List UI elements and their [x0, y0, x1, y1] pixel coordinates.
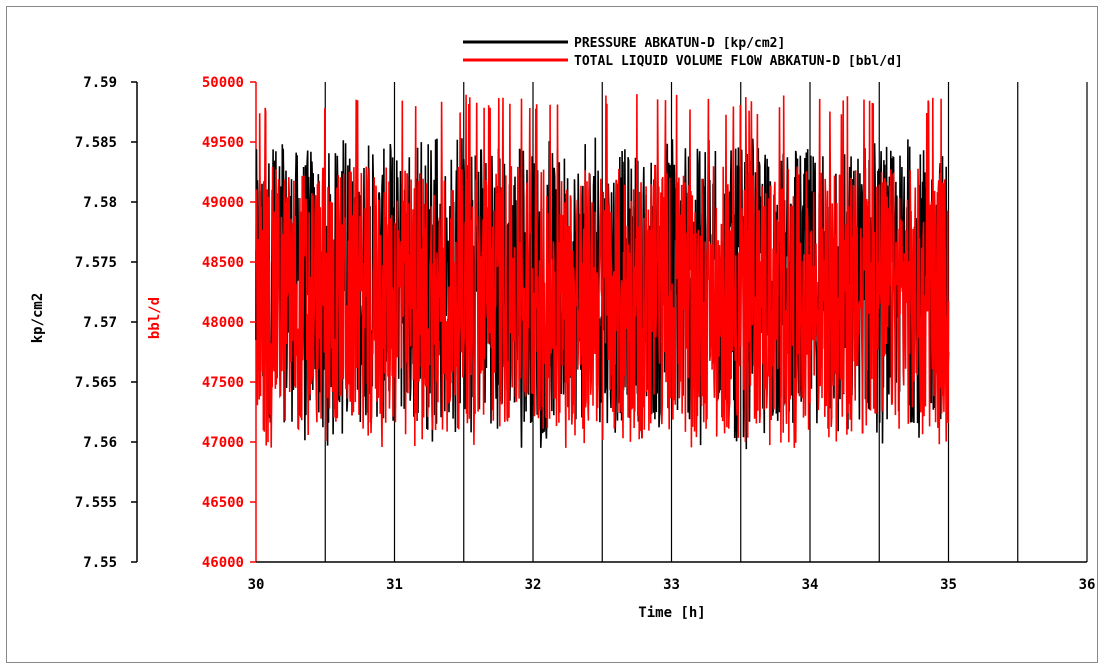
y-tick-label-flow: 49000	[202, 195, 244, 211]
tick-labels: 30 31 32 33 34 35 36 7.55 7.555 7.56 7.565 7.57 7.57…	[75, 75, 1096, 593]
y-tick-label-flow: 49500	[202, 135, 244, 151]
y-tick-label-pressure: 7.58	[83, 195, 117, 211]
y-tick-label-pressure: 7.555	[75, 495, 117, 511]
y-tick-label-flow: 48000	[202, 315, 244, 331]
y-tick-label-flow: 47500	[202, 375, 244, 391]
y-tick-label-flow: 46500	[202, 495, 244, 511]
x-tick-label: 34	[802, 577, 819, 593]
y-tick-label-pressure: 7.56	[83, 435, 117, 451]
y-axis-title-flow: bbl/d	[147, 297, 163, 339]
y-tick-label-flow: 50000	[202, 75, 244, 91]
x-tick-label: 36	[1079, 577, 1096, 593]
x-tick-label: 35	[940, 577, 957, 593]
legend-label-flow: TOTAL LIQUID VOLUME FLOW ABKATUN-D [bbl/…	[574, 54, 903, 69]
y-tick-label-pressure: 7.55	[83, 555, 117, 571]
series-line-flow	[255, 94, 950, 448]
y-tick-label-flow: 47000	[202, 435, 244, 451]
legend-label-pressure: PRESSURE ABKATUN-D [kp/cm2]	[574, 36, 785, 51]
y-tick-label-pressure: 7.575	[75, 255, 117, 271]
x-tick-label: 32	[525, 577, 542, 593]
y-tick-label-pressure: 7.57	[83, 315, 117, 331]
y-tick-label-pressure: 7.585	[75, 135, 117, 151]
plot-area	[255, 94, 950, 450]
y-axis-title-pressure: kp/cm2	[30, 293, 46, 344]
x-axis-title: Time [h]	[638, 605, 705, 621]
y-tick-label-flow: 46000	[202, 555, 244, 571]
x-tick-label: 33	[663, 577, 680, 593]
y-tick-label-pressure: 7.565	[75, 375, 117, 391]
legend: PRESSURE ABKATUN-D [kp/cm2] TOTAL LIQUID…	[463, 36, 903, 69]
y-tick-label-pressure: 7.59	[83, 75, 117, 91]
x-tick-label: 30	[248, 577, 265, 593]
x-tick-label: 31	[386, 577, 403, 593]
y-tick-label-flow: 48500	[202, 255, 244, 271]
